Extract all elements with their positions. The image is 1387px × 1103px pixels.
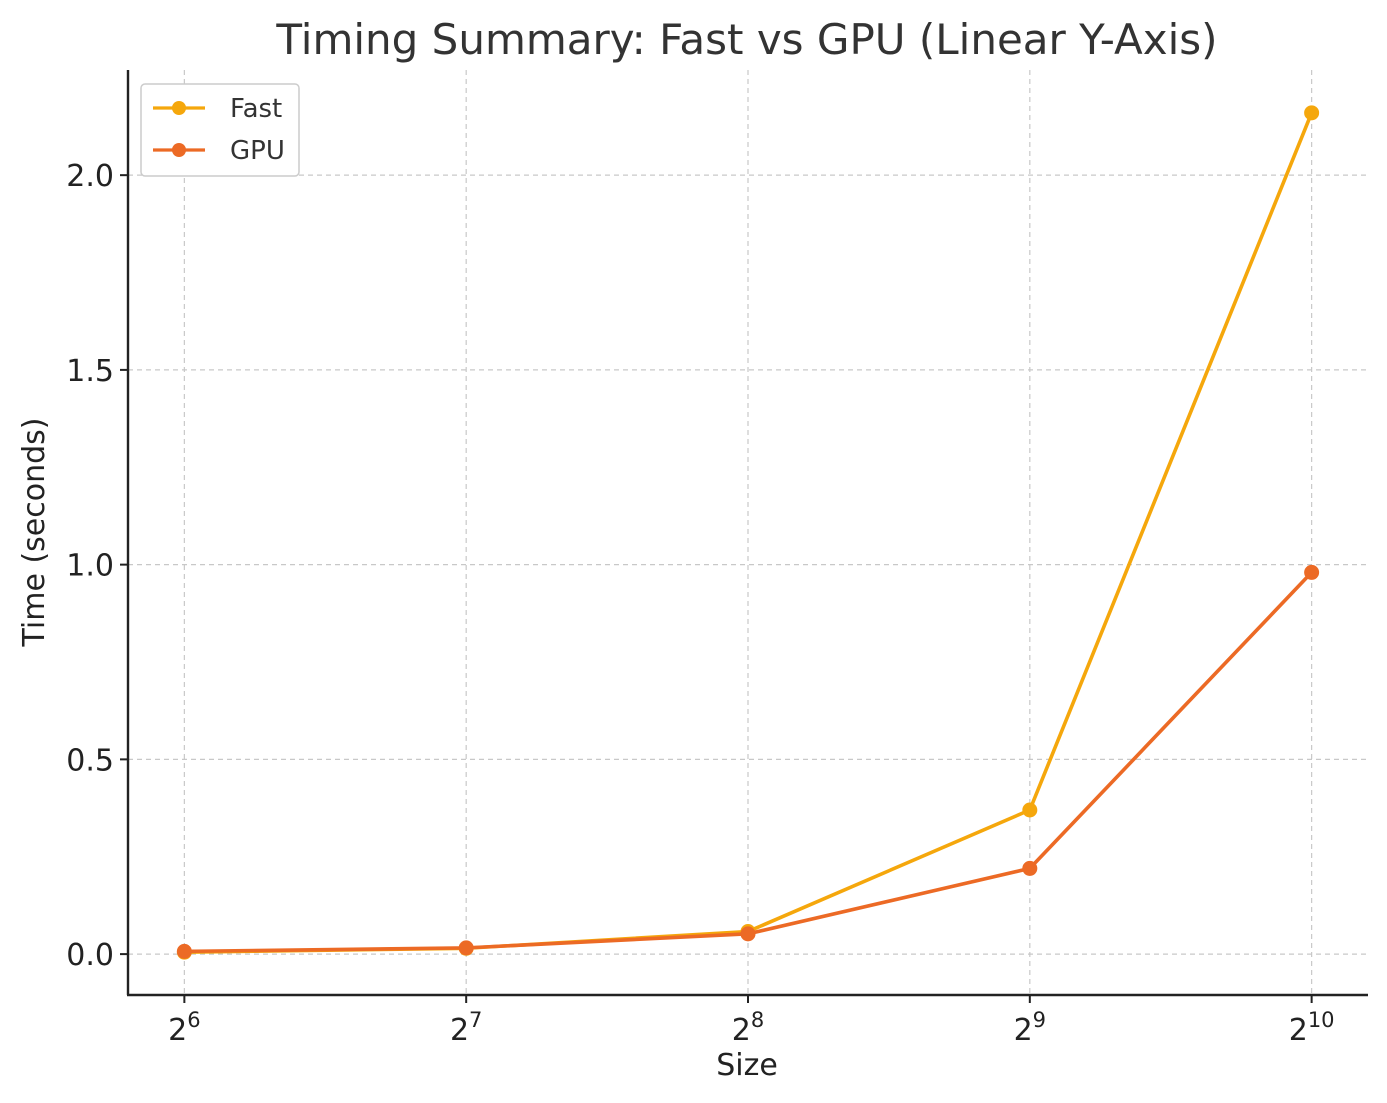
data-point-gpu <box>458 940 474 956</box>
x-tick-label: 210 <box>1289 1008 1335 1048</box>
data-point-gpu <box>740 926 756 942</box>
y-tick-label: 0.5 <box>66 743 114 778</box>
legend-fast-label: Fast <box>230 94 282 124</box>
y-tick-label: 2.0 <box>66 159 114 194</box>
data-point-gpu <box>1304 564 1320 580</box>
y-tick-label: 1.5 <box>66 354 114 389</box>
x-tick-label: 27 <box>450 1008 482 1048</box>
grid <box>128 70 1368 995</box>
data-point-gpu <box>1022 860 1038 876</box>
tick-labels: 0.0 0.5 1.0 1.5 2.0 26 27 28 29 210 <box>66 159 1334 1048</box>
x-axis-label: Size <box>716 1048 778 1083</box>
series-group <box>176 105 1320 960</box>
data-point-fast <box>1304 105 1320 121</box>
x-tick-label: 29 <box>1014 1008 1046 1048</box>
chart-title: Timing Summary: Fast vs GPU (Linear Y-Ax… <box>275 15 1217 64</box>
legend: Fast GPU <box>140 83 300 177</box>
data-point-fast <box>1022 802 1038 818</box>
x-tick-label: 26 <box>168 1008 200 1048</box>
x-tick-label: 28 <box>732 1008 764 1048</box>
y-tick-label: 1.0 <box>66 549 114 584</box>
y-axis-label: Time (seconds) <box>17 418 52 648</box>
legend-gpu-marker <box>172 143 186 157</box>
series-gpu <box>176 564 1320 959</box>
legend-gpu-label: GPU <box>230 136 285 166</box>
y-tick-label: 0.0 <box>66 938 114 973</box>
legend-fast-marker <box>172 101 186 115</box>
data-point-gpu <box>176 943 192 959</box>
